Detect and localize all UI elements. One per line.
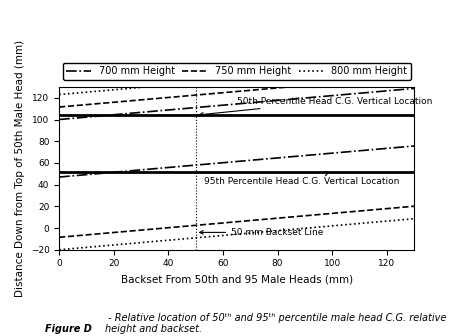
X-axis label: Backset From 50th and 95 Male Heads (mm): Backset From 50th and 95 Male Heads (mm) (121, 274, 353, 284)
Text: 95th Percentile Head C.G. Vertical Location: 95th Percentile Head C.G. Vertical Locat… (204, 172, 399, 186)
Legend: 700 mm Height, 750 mm Height, 800 mm Height: 700 mm Height, 750 mm Height, 800 mm Hei… (63, 62, 410, 80)
Text: 50th Percentile Head C.G. Vertical Location: 50th Percentile Head C.G. Vertical Locat… (200, 96, 432, 116)
Text: 50 mm Backset Line: 50 mm Backset Line (200, 228, 324, 237)
Text: - Relative location of 50ᵗʰ and 95ᵗʰ percentile male head C.G. relative to headr: - Relative location of 50ᵗʰ and 95ᵗʰ per… (105, 313, 450, 334)
Text: Figure D: Figure D (45, 324, 92, 334)
Y-axis label: Distance Down from Top of 50th Male Head (mm): Distance Down from Top of 50th Male Head… (15, 40, 25, 297)
